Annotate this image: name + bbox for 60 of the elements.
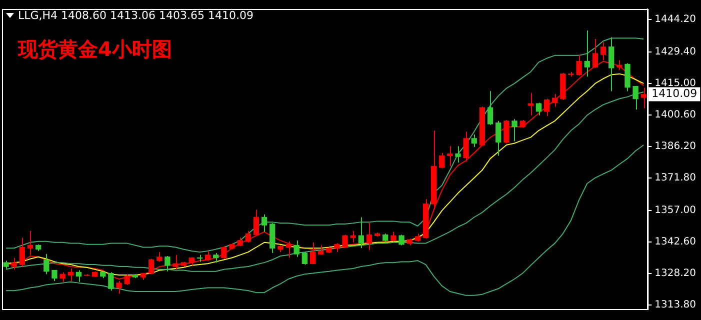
candlestick xyxy=(496,120,502,156)
candlestick xyxy=(44,254,50,275)
y-tick-label: 1429.40 xyxy=(654,46,696,58)
candlestick xyxy=(439,152,445,169)
candlestick xyxy=(463,131,469,162)
text: 1410.09 xyxy=(652,87,698,100)
y-tick-label: 1357.00 xyxy=(654,205,696,216)
candlestick xyxy=(108,272,114,292)
candlestick xyxy=(253,209,260,236)
candlestick xyxy=(164,256,170,272)
candlestick xyxy=(245,230,251,243)
candlestick xyxy=(148,258,154,275)
candlestick xyxy=(358,216,364,249)
candlestick xyxy=(310,242,316,265)
candlestick xyxy=(172,254,178,270)
candlestick xyxy=(390,231,396,242)
y-tick-label: 1371.80 xyxy=(654,172,696,184)
candlestick xyxy=(632,85,638,110)
candlestick xyxy=(302,252,308,266)
candlestick xyxy=(76,270,82,282)
chart-subtitle: LLG,H4 1408.60 1413.06 1403.65 1410.09 xyxy=(18,9,254,22)
candlestick xyxy=(544,98,550,117)
candlestick xyxy=(608,36,614,92)
candlestick xyxy=(536,102,542,116)
candlestick xyxy=(350,230,356,243)
candlestick xyxy=(398,234,404,246)
y-tick-label: 1313.80 xyxy=(654,300,696,311)
candlestick xyxy=(512,118,518,142)
candlestick xyxy=(447,146,453,167)
y-tick-label: 1400.60 xyxy=(654,110,696,121)
candlestick xyxy=(366,222,372,251)
candlestick xyxy=(286,240,292,258)
candlestick xyxy=(471,134,477,148)
candlestick xyxy=(504,120,510,144)
candlestick xyxy=(294,240,300,258)
candlestick xyxy=(455,146,461,164)
candlestick xyxy=(487,90,494,126)
candlestick xyxy=(221,246,227,260)
y-tick-label: 1386.20 xyxy=(654,141,696,152)
candlestick xyxy=(19,237,26,268)
candlestick xyxy=(318,244,324,256)
y-tick-label: 1328.20 xyxy=(654,268,696,280)
text: 现货黄金4小时图 xyxy=(18,36,172,63)
candlestick xyxy=(261,214,268,232)
y-tick-label: 1415.00 xyxy=(654,78,696,90)
candlestick xyxy=(204,250,211,262)
candlestick xyxy=(640,87,646,109)
candlestick xyxy=(584,30,590,78)
candlestick xyxy=(52,270,58,282)
candlestick xyxy=(342,234,348,249)
candlestick xyxy=(624,62,630,92)
candlestick xyxy=(27,230,34,256)
candlestick xyxy=(11,257,17,270)
candlestick xyxy=(552,93,558,107)
candlestick xyxy=(60,272,66,282)
candlestick xyxy=(156,252,162,262)
y-tick-label: 1444.20 xyxy=(654,14,696,26)
candlestick xyxy=(213,252,219,264)
candlestick xyxy=(528,92,534,116)
y-tick-label: 1342.60 xyxy=(654,236,696,248)
